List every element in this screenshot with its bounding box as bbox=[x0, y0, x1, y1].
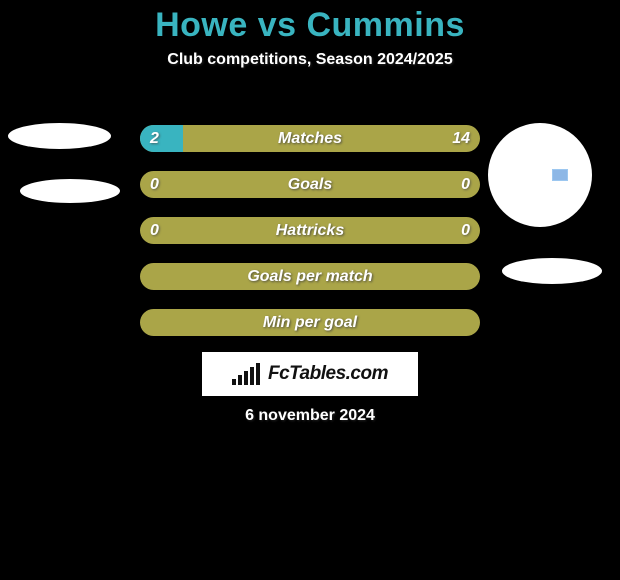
stat-row-goals-per-match: Goals per match bbox=[140, 263, 480, 290]
player-right-circle bbox=[488, 123, 592, 227]
stat-row-matches: 2 Matches 14 bbox=[140, 125, 480, 152]
stat-row-goals: 0 Goals 0 bbox=[140, 171, 480, 198]
comparison-infographic: Howe vs Cummins Club competitions, Seaso… bbox=[0, 0, 620, 580]
bar-chart-icon bbox=[232, 363, 262, 385]
stat-label: Goals per match bbox=[140, 263, 480, 290]
fctables-watermark: FcTables.com bbox=[202, 352, 418, 396]
stat-label: Hattricks bbox=[140, 217, 480, 244]
page-title: Howe vs Cummins bbox=[0, 0, 620, 45]
stat-right-value: 14 bbox=[452, 125, 470, 152]
snapshot-date: 6 november 2024 bbox=[0, 407, 620, 425]
flag-icon bbox=[552, 169, 568, 181]
player-right-shadow bbox=[502, 258, 602, 284]
player-left-ellipse-1 bbox=[8, 123, 111, 149]
stat-bars: 2 Matches 14 0 Goals 0 0 Hattricks 0 Goa… bbox=[140, 125, 480, 355]
stat-label: Matches bbox=[140, 125, 480, 152]
stat-row-min-per-goal: Min per goal bbox=[140, 309, 480, 336]
stat-right-value: 0 bbox=[461, 171, 470, 198]
fctables-label: FcTables.com bbox=[268, 363, 388, 385]
stat-row-hattricks: 0 Hattricks 0 bbox=[140, 217, 480, 244]
page-subtitle: Club competitions, Season 2024/2025 bbox=[0, 51, 620, 69]
stat-label: Min per goal bbox=[140, 309, 480, 336]
player-left-ellipse-2 bbox=[20, 179, 120, 203]
stat-right-value: 0 bbox=[461, 217, 470, 244]
stat-label: Goals bbox=[140, 171, 480, 198]
